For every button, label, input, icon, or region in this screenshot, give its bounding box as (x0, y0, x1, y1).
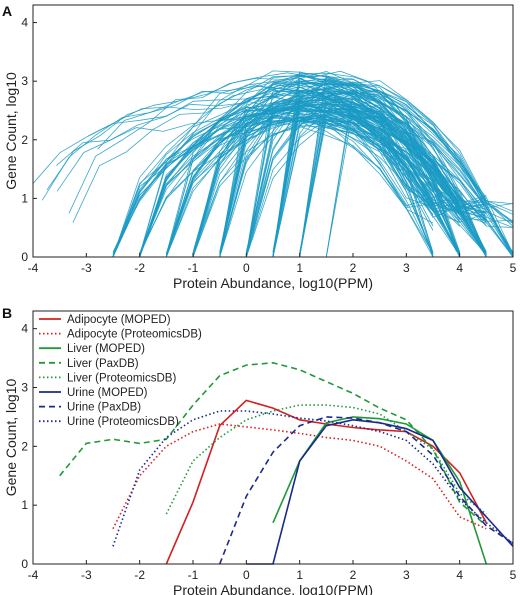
panel-b-x-tick-label: -4 (28, 568, 39, 582)
legend-label-8: Urine (ProteomicsDB) (67, 416, 179, 428)
panel-a-curve (112, 75, 513, 257)
series-line-2 (112, 423, 487, 530)
panel-a-curve (219, 117, 487, 253)
panel-b-y-tick-label: 3 (21, 380, 28, 394)
panel-b-x-tick-label: 3 (403, 568, 410, 582)
panel-b-y-tick-label: 0 (21, 557, 28, 571)
panel-a-x-tick-label: -1 (188, 261, 199, 275)
panel-a-series-group (33, 70, 513, 257)
panel-a-curve (192, 117, 460, 257)
panel-a-curve (139, 116, 460, 253)
panel-a-curve (192, 120, 434, 254)
panel-a-y-tick-label: 4 (21, 16, 28, 30)
panel-b-ticks: -4 -3 -2 -1 0 1 2 3 4 5 0 1 2 3 4 (21, 322, 516, 582)
panel-a-curve (245, 112, 487, 255)
panel-a-x-tick-label: -4 (28, 261, 39, 275)
panel-a-x-tick-label: 5 (510, 261, 517, 275)
panel-b-y-tick-label: 4 (21, 322, 28, 336)
panel-b-axes-frame (32, 310, 514, 565)
panel-b-x-tick-label: 0 (243, 568, 250, 582)
panel-a-curve (325, 90, 460, 257)
panel-a-axes-frame (32, 4, 514, 258)
panel-b-x-tick-label: -2 (134, 568, 145, 582)
panel-a-x-tick-label: -3 (81, 261, 92, 275)
panel-a-x-tick-label: 2 (350, 261, 357, 275)
panel-a-curve (165, 95, 434, 257)
series-line-5 (165, 404, 487, 515)
panel-a-curve (56, 93, 485, 252)
panel-b-y-axis-label: Gene Count, log10 (3, 379, 19, 497)
panel-a-curve (245, 90, 460, 257)
panel-a-curve (112, 80, 487, 257)
panel-b-legend: Adipocyte (MOPED) Adipocyte (ProteomicsDB… (39, 314, 202, 428)
panel-b-y-tick-label: 2 (21, 439, 28, 453)
legend-label-2: Adipocyte (ProteomicsDB) (67, 329, 202, 341)
panel-a-curve (68, 73, 443, 214)
panel-b-label: B (2, 305, 12, 321)
panel-b-x-tick-label: 4 (456, 568, 463, 582)
panel-a-curves (33, 70, 513, 257)
panel-a: A -4 -3 -2 -1 0 1 2 3 4 5 0 1 2 3 4 Protein Abundance,… (2, 3, 517, 291)
panel-a-curve (139, 70, 461, 256)
panel-b-x-tick-label: 5 (510, 568, 517, 582)
panel-a-curve (272, 83, 513, 257)
panel-a-y-tick-label: 1 (21, 191, 28, 205)
legend-label-7: Urine (PaxDB) (67, 402, 141, 414)
panel-b-x-tick-label: -3 (81, 568, 92, 582)
panel-a-x-tick-label: 3 (403, 261, 410, 275)
panel-a-curve (299, 119, 434, 257)
legend-label-6: Urine (MOPED) (67, 387, 148, 399)
panel-a-curve (272, 77, 434, 256)
panel-a-curve (299, 85, 513, 257)
legend-label-1: Adipocyte (MOPED) (67, 314, 171, 326)
panel-a-x-tick-label: 0 (243, 261, 250, 275)
panel-a-y-tick-label: 3 (21, 74, 28, 88)
series-line-4 (59, 361, 487, 527)
panel-a-x-axis-label: Protein Abundance, log10(PPM) (173, 275, 373, 291)
panel-a-curve (139, 80, 461, 257)
panel-a-curve (326, 125, 434, 224)
panel-a-x-tick-label: 1 (296, 261, 303, 275)
panel-a-curve (219, 81, 513, 257)
panel-a-curve (272, 77, 487, 257)
legend-label-5: Liver (ProteomicsDB) (67, 372, 176, 384)
panel-a-curve (245, 118, 434, 257)
panel-b-x-tick-label: 1 (296, 568, 303, 582)
panel-a-curve (165, 89, 487, 257)
panel-b-y-tick-label: 1 (21, 498, 28, 512)
panel-a-label: A (2, 3, 12, 19)
panel-a-curve (56, 113, 457, 252)
panel-a-x-tick-label: 4 (456, 261, 463, 275)
panel-a-y-tick-label: 2 (21, 133, 28, 147)
panel-b-x-tick-label: 2 (350, 568, 357, 582)
legend-label-4: Liver (PaxDB) (67, 358, 139, 370)
panel-a-curve (245, 120, 460, 252)
panel-b-x-tick-label: -1 (188, 568, 199, 582)
legend-label-3: Liver (MOPED) (67, 343, 145, 355)
series-line-7 (218, 416, 514, 565)
panel-a-ticks: -4 -3 -2 -1 0 1 2 3 4 5 0 1 2 3 4 (21, 16, 516, 275)
panel-a-curve (219, 86, 487, 257)
panel-a-curve (165, 78, 487, 257)
panel-a-curve (192, 113, 434, 257)
panel-a-curve (41, 84, 443, 225)
panel-b-series-group (59, 361, 514, 565)
panel-a-curve (192, 83, 434, 257)
panel-a-curve (46, 70, 448, 212)
panel-a-y-axis-label: Gene Count, log10 (3, 72, 19, 190)
panel-a-x-tick-label: -2 (134, 261, 145, 275)
panel-a-curve (245, 91, 487, 257)
panel-a-curve (219, 72, 513, 257)
series-line-8 (112, 410, 514, 547)
panel-b-x-axis-label: Protein Abundance, log10(PPM) (173, 582, 373, 595)
panel-a-y-tick-label: 0 (21, 250, 28, 264)
